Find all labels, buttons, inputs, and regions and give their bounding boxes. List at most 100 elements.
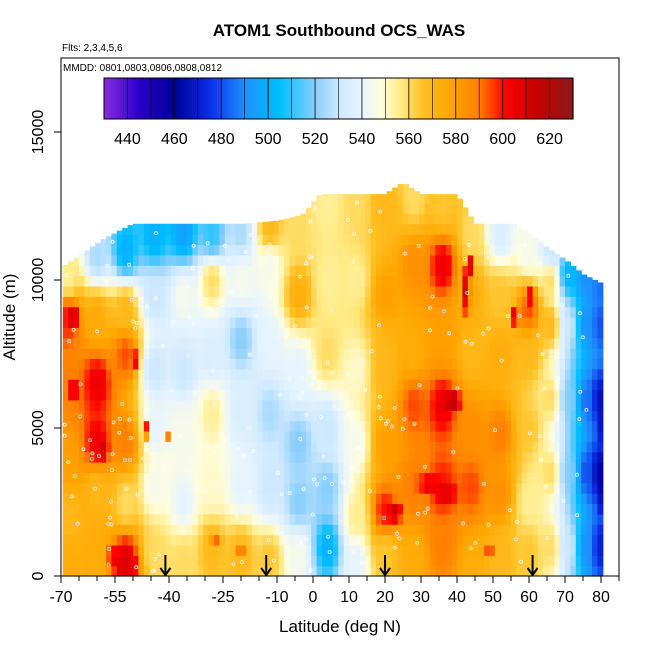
colorbar-swatch-89 — [312, 78, 316, 119]
heat-cell-240 — [100, 379, 107, 391]
heat-cell-2211 — [403, 368, 409, 380]
heat-cell-1426 — [289, 493, 296, 505]
colorbar-swatch-151 — [458, 78, 462, 119]
heat-cell-1668 — [322, 213, 328, 225]
heat-cell-756 — [181, 296, 188, 308]
sample-point-108 — [507, 508, 512, 513]
heat-cell-700 — [176, 524, 183, 536]
heat-cell-1548 — [305, 317, 312, 328]
heat-cell-1907 — [359, 420, 366, 432]
heat-cell-3163 — [548, 379, 555, 391]
heat-cell-3218 — [559, 472, 566, 484]
heat-cell-3168 — [548, 327, 555, 339]
heat-cell-16 — [62, 399, 69, 411]
heat-cell-985 — [219, 389, 226, 401]
heat-cell-1015 — [224, 430, 231, 442]
heat-cell-2991 — [521, 441, 528, 453]
heat-cell-745 — [181, 410, 188, 422]
heat-cell-1687 — [327, 399, 334, 411]
heat-cell-632 — [165, 524, 172, 536]
heat-cell-290 — [111, 544, 118, 556]
heat-cell-2374 — [424, 244, 431, 256]
heat-cell-2626 — [462, 317, 469, 328]
heat-cell-370 — [122, 420, 129, 432]
heat-cell-629 — [165, 555, 172, 567]
heat-cell-1452 — [289, 223, 296, 235]
heat-cell-448 — [133, 317, 139, 328]
heat-cell-1346 — [273, 234, 280, 246]
heat-cell-1874 — [354, 379, 361, 391]
heat-cell-2399 — [430, 368, 436, 380]
chart-title: ATOM1 Southbound OCS_WAS — [213, 21, 465, 40]
heat-cell-743 — [181, 430, 188, 442]
heat-cell-3213 — [559, 524, 566, 536]
heat-cell-2602 — [462, 565, 469, 577]
heat-cell-2957 — [516, 441, 523, 453]
heat-cell-427 — [133, 534, 139, 546]
heat-cell-1701 — [327, 254, 334, 266]
heat-cell-1380 — [278, 244, 285, 256]
heat-cell-2633 — [462, 244, 469, 256]
heat-cell-513 — [143, 348, 150, 360]
heat-cell-2383 — [430, 534, 436, 546]
sample-point-114 — [239, 560, 244, 564]
sample-point-201 — [468, 546, 473, 551]
heat-cell-2781 — [489, 503, 496, 515]
heat-cell-1643 — [322, 472, 328, 484]
heat-cell-2081 — [386, 534, 393, 546]
heat-cell-991 — [219, 327, 226, 339]
heat-cell-2022 — [376, 379, 382, 391]
heat-cell-3125 — [543, 441, 550, 453]
heat-cell-347 — [116, 306, 123, 318]
heat-cell-1636 — [322, 544, 328, 556]
heat-cell-2151 — [392, 203, 399, 214]
heat-cell-2445 — [435, 275, 442, 287]
heat-cell-1686 — [327, 410, 334, 422]
heat-cell-436 — [133, 441, 139, 453]
heat-cell-2334 — [419, 275, 426, 287]
heat-cell-1112 — [241, 482, 247, 494]
heat-cell-1203 — [251, 265, 258, 277]
heat-cell-2877 — [505, 565, 512, 577]
heat-cell-1264 — [262, 358, 269, 370]
heat-cell-2212 — [403, 358, 409, 370]
heat-cell-840 — [197, 482, 204, 494]
heat-cell-3056 — [532, 472, 539, 484]
heat-cell-2162 — [397, 482, 404, 494]
heat-cell-787 — [187, 327, 193, 339]
heat-cell-1743 — [332, 203, 339, 214]
heat-cell-1702 — [327, 244, 334, 256]
heat-cell-2728 — [478, 348, 485, 360]
sample-point-121 — [519, 559, 523, 564]
heat-cell-2129 — [392, 430, 399, 442]
colorbar-swatch-9 — [125, 78, 129, 119]
heat-cell-3151 — [548, 503, 555, 515]
heat-cell-1162 — [246, 327, 253, 339]
heat-cell-360 — [122, 524, 129, 536]
heat-cell-1805 — [343, 327, 350, 339]
heat-cell-566 — [154, 503, 161, 515]
heat-cell-729 — [176, 223, 183, 235]
heat-cell-1656 — [322, 337, 328, 349]
heat-cell-773 — [187, 472, 193, 484]
sample-point-224 — [191, 243, 196, 248]
heat-cell-772 — [187, 482, 193, 494]
heat-cell-468 — [138, 462, 145, 473]
heat-cell-2402 — [430, 337, 436, 349]
heat-cell-104 — [79, 451, 85, 463]
heat-cell-969 — [219, 555, 226, 567]
heat-cell-94 — [79, 555, 85, 567]
heat-cell-2856 — [500, 430, 507, 442]
heat-cell-2067 — [381, 296, 388, 308]
heat-cell-280 — [106, 306, 112, 318]
heat-cell-213 — [95, 317, 102, 328]
heat-cell-1608 — [316, 451, 323, 463]
heat-cell-1844 — [349, 306, 355, 318]
heat-cell-1014 — [224, 441, 231, 453]
heat-cell-2239 — [408, 472, 415, 484]
heat-cell-3424 — [597, 513, 604, 525]
heat-cell-746 — [181, 399, 188, 411]
heat-cell-1093 — [235, 327, 242, 339]
colorbar-swatch-69 — [265, 78, 269, 119]
heat-cell-621 — [160, 285, 166, 297]
